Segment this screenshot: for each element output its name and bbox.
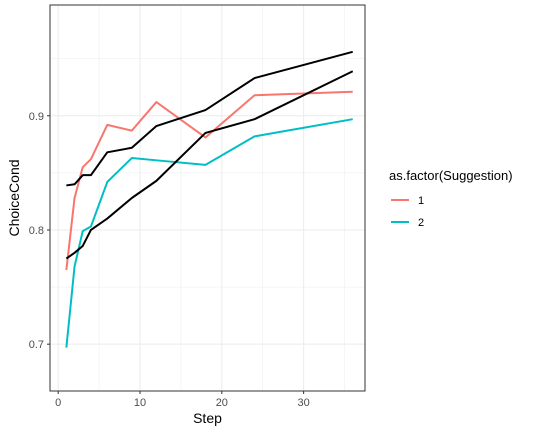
legend-item-2: 2 bbox=[391, 217, 424, 229]
y-axis-title: ChoiceCond bbox=[6, 159, 22, 236]
x-tick-label: 10 bbox=[134, 397, 146, 409]
legend-item-1: 1 bbox=[391, 195, 424, 207]
y-tick-label: 0.7 bbox=[29, 339, 44, 351]
x-axis-title: Step bbox=[193, 410, 222, 426]
plot-panel bbox=[50, 5, 365, 391]
legend-label-2: 2 bbox=[418, 217, 424, 229]
y-tick-label: 0.8 bbox=[29, 225, 44, 237]
x-tick-label: 20 bbox=[216, 397, 228, 409]
series-line-1 bbox=[65, 90, 353, 271]
y-tick-label: 0.9 bbox=[29, 111, 44, 123]
x-tick-label: 0 bbox=[55, 397, 61, 409]
x-tick-label: 30 bbox=[298, 397, 310, 409]
plot-border bbox=[49, 4, 366, 392]
legend-label-1: 1 bbox=[418, 195, 424, 207]
series-line-3 bbox=[66, 50, 353, 187]
grid-lines bbox=[50, 5, 365, 391]
legend-items: 12 bbox=[391, 195, 424, 229]
axis-ticks: 0 10 20 30 0.7 0.8 0.9 bbox=[29, 111, 310, 409]
series-lines bbox=[65, 50, 354, 348]
legend: as.factor(Suggestion) 12 bbox=[389, 168, 513, 229]
legend-title: as.factor(Suggestion) bbox=[389, 168, 513, 183]
series-line-4 bbox=[65, 70, 354, 260]
